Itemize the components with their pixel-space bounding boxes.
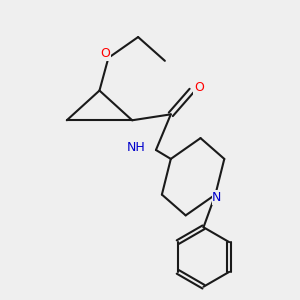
Text: O: O	[100, 47, 110, 60]
Text: O: O	[194, 81, 204, 94]
Text: NH: NH	[127, 140, 146, 154]
Text: N: N	[212, 191, 222, 204]
